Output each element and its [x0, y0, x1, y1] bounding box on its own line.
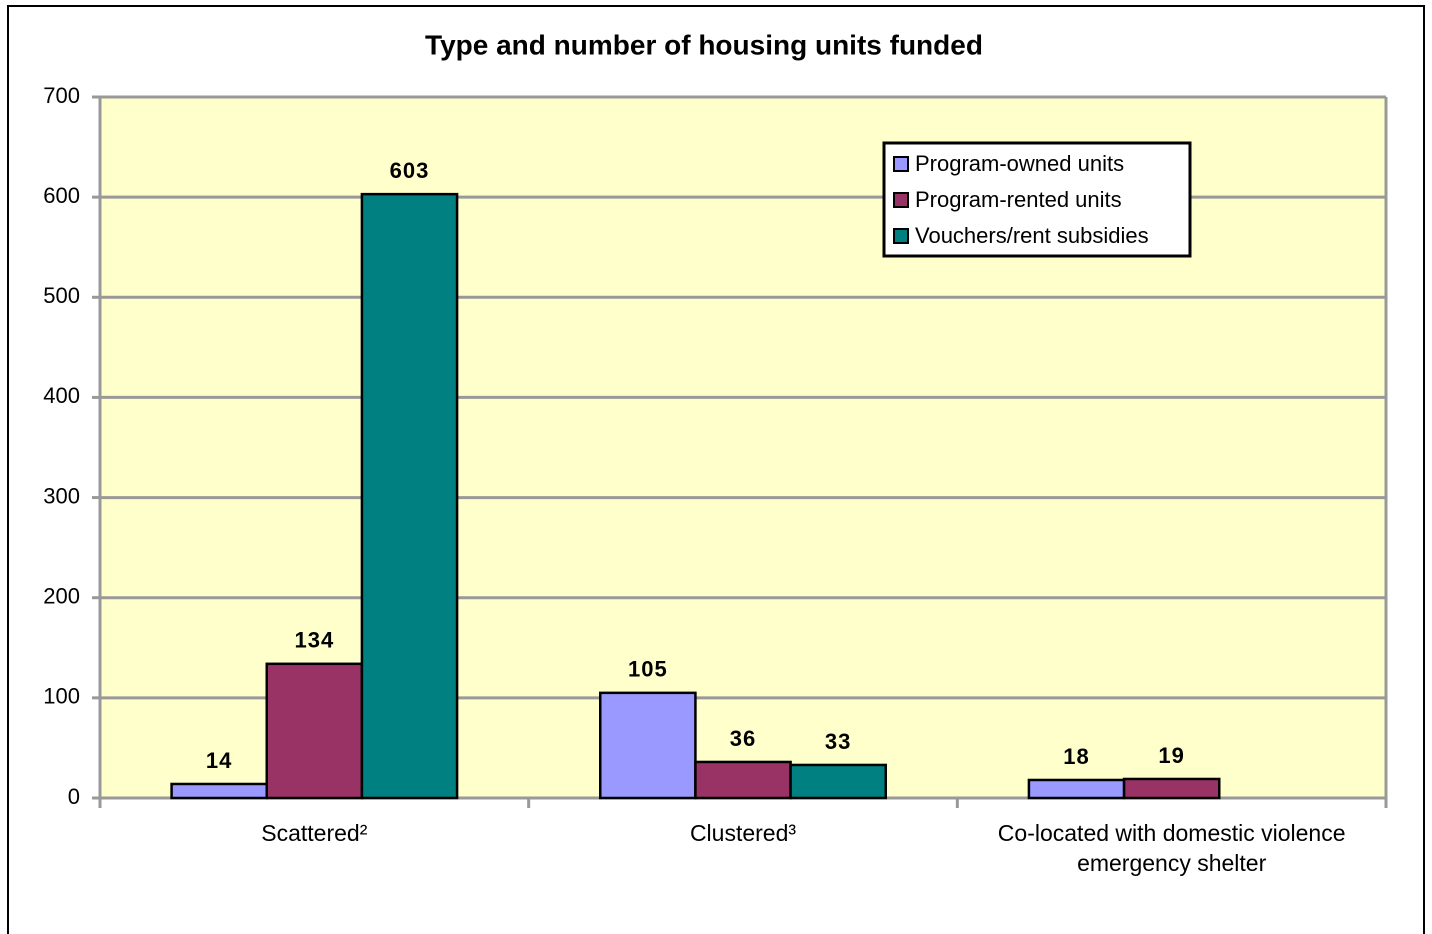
data-label: 105 [628, 657, 668, 682]
legend-label: Vouchers/rent subsidies [915, 223, 1149, 248]
y-tick-label: 600 [43, 183, 80, 208]
bar [360, 192, 459, 800]
legend-box [882, 141, 1192, 258]
y-tick-label: 0 [68, 784, 80, 809]
legend-swatch [893, 228, 909, 244]
bar [1122, 777, 1221, 800]
y-tick-label: 200 [43, 584, 80, 609]
y-tick-label: 400 [43, 383, 80, 408]
x-tick-label: Clustered³ [689, 820, 797, 846]
x-tick-label: Scattered² [261, 820, 368, 846]
bar [1027, 778, 1126, 800]
bar [789, 763, 887, 800]
y-tick-label: 100 [43, 684, 80, 709]
bar [694, 760, 792, 800]
bar [170, 782, 269, 800]
y-tick-label: 700 [43, 83, 80, 108]
legend-swatch [893, 156, 909, 172]
data-label: 134 [294, 628, 334, 653]
y-tick-label: 300 [43, 483, 80, 508]
data-label: 36 [730, 726, 756, 751]
data-label: 603 [390, 158, 430, 183]
data-label: 19 [1158, 743, 1184, 768]
legend-label: Program-rented units [915, 187, 1122, 212]
bar [265, 662, 364, 800]
data-label: 33 [825, 729, 851, 754]
bar [599, 691, 697, 800]
legend-label: Program-owned units [915, 151, 1124, 176]
legend-swatch [893, 192, 909, 208]
data-label: 14 [206, 748, 232, 773]
y-tick-label: 500 [43, 283, 80, 308]
chart-title: Type and number of housing units funded [425, 29, 983, 60]
data-label: 18 [1063, 744, 1089, 769]
x-tick-label: Co-located with domestic violence emerge… [997, 820, 1346, 876]
